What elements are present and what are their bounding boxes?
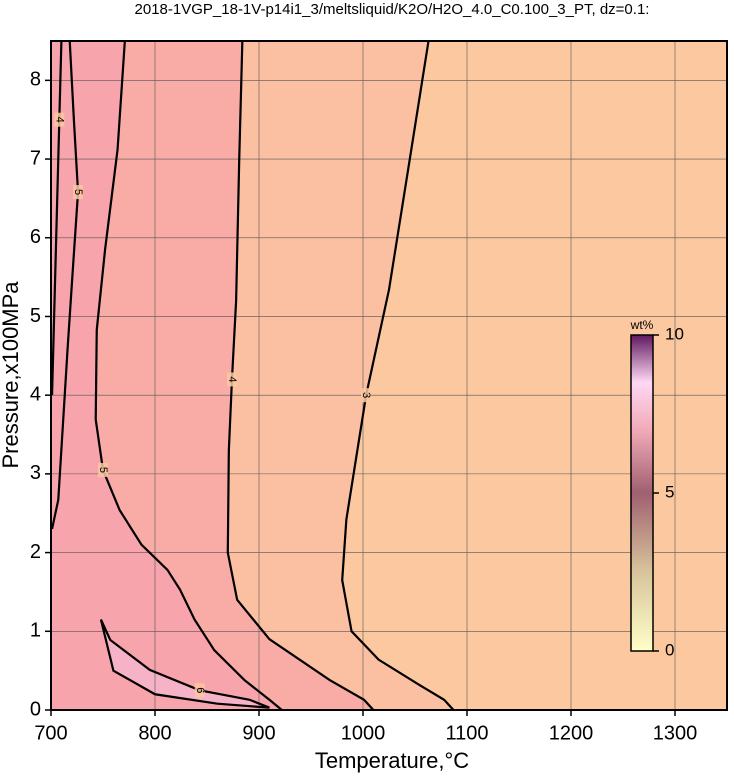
y-tick-label: 8 [30,69,41,91]
contour-fill [100,619,270,708]
contour-label: 5 [97,467,109,473]
contour-label-bg [194,683,205,698]
y-tick-label: 7 [30,147,41,169]
x-tick-label: 1100 [445,722,488,744]
y-tick-label: 5 [30,305,41,327]
colorbar-label: wt% [630,318,654,332]
x-tick-label: 700 [34,722,67,744]
contour-label: 3 [360,392,372,398]
contour-label-bg [226,372,237,387]
y-tick-label: 3 [30,462,41,484]
x-axis-title: Temperature,°C [315,748,469,773]
contour-line [99,619,270,709]
contour-line [341,41,455,710]
x-tick-label: 900 [242,722,275,744]
contour-label-bg [98,462,108,477]
x-tick-label: 1000 [341,722,386,744]
contour-label: 6 [194,687,206,693]
contour-line [226,41,375,710]
contour-label-bg [73,185,84,200]
contour-line [51,41,63,396]
x-tick-label: 800 [138,722,171,744]
contour-label: 5 [72,189,84,195]
contour-label: 4 [53,117,65,123]
x-tick-label: 1300 [653,722,698,744]
chart-title: 2018-1VGP_18-1V-p14i1_3/meltsliquid/K2O/… [135,1,650,18]
y-tick-label: 1 [30,620,41,642]
y-axis-title: Pressure,x100MPa [0,281,23,469]
contour-line [94,41,283,710]
y-tick-label: 2 [30,541,41,563]
overlay: 700 800 900 1000 1100 1200 1300 0 1 2 3 4 5 6 7 8 wt% 0 5 1… [30,40,728,744]
plot-area: 3 4 5 6 4 5 [51,41,727,710]
contour-label-bg [361,388,372,403]
plot-frame [50,40,728,711]
contour-line [51,41,80,530]
y-tick-label: 0 [30,698,41,720]
colorbar [630,334,654,652]
colorbar-tick-label: 0 [665,640,674,659]
colorbar-tick-label: 5 [665,482,674,501]
contour-label: 4 [226,376,238,382]
contour-label-bg [54,112,65,127]
contour-fill [51,41,282,710]
y-tick-label: 4 [30,383,41,405]
x-tick-label: 1200 [549,722,594,744]
colorbar-tick-label: 10 [665,324,684,343]
y-tick-label: 6 [30,226,41,248]
